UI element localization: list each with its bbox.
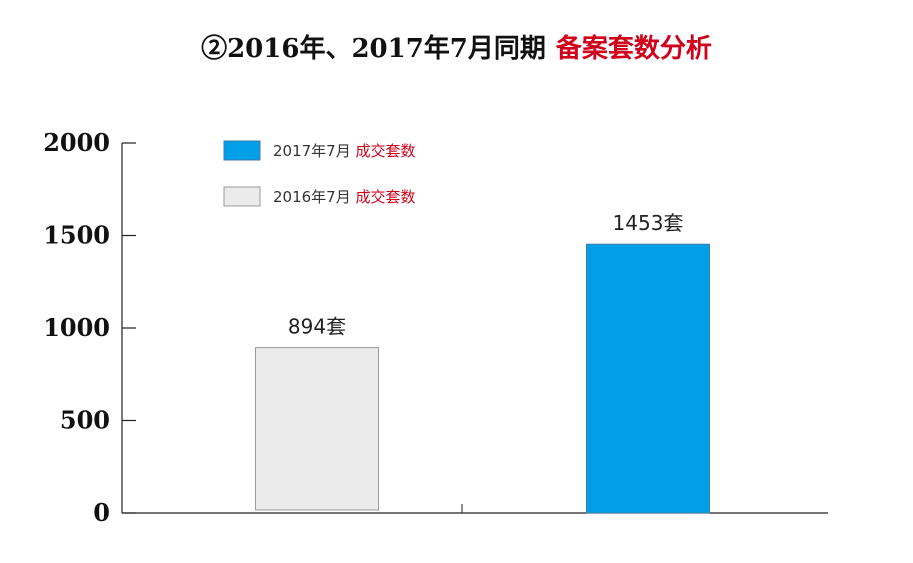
y-tick-label: 1000 xyxy=(43,313,110,342)
y-tick-label: 2000 xyxy=(43,128,110,157)
chart-legend: 2017年7月 成交套数 2016年7月 成交套数 xyxy=(223,140,416,207)
y-tick-label: 1500 xyxy=(43,221,110,250)
legend-swatch xyxy=(223,140,261,161)
bar-value-label: 1453套 xyxy=(613,211,684,235)
chart-title-accent: 备案套数分析 xyxy=(555,34,712,64)
bar-value-label: 894套 xyxy=(288,315,346,339)
chart-title-main: ②2016年、2017年7月同期 xyxy=(201,34,546,64)
chart-data-labels: 894套 1453套 xyxy=(288,211,684,338)
chart-title: ②2016年、2017年7月同期 备案套数分析 xyxy=(0,28,913,65)
bar-1 xyxy=(255,347,379,511)
bar-2 xyxy=(586,243,710,514)
legend-swatch xyxy=(223,186,261,207)
y-axis-ticks: 0 500 1000 1500 2000 xyxy=(43,128,136,527)
y-tick-label: 0 xyxy=(93,498,110,527)
legend-label: 2016年7月 成交套数 xyxy=(273,188,416,206)
legend-label: 2017年7月 成交套数 xyxy=(273,142,416,160)
y-tick-label: 500 xyxy=(60,406,110,435)
chart-bars xyxy=(255,243,710,514)
